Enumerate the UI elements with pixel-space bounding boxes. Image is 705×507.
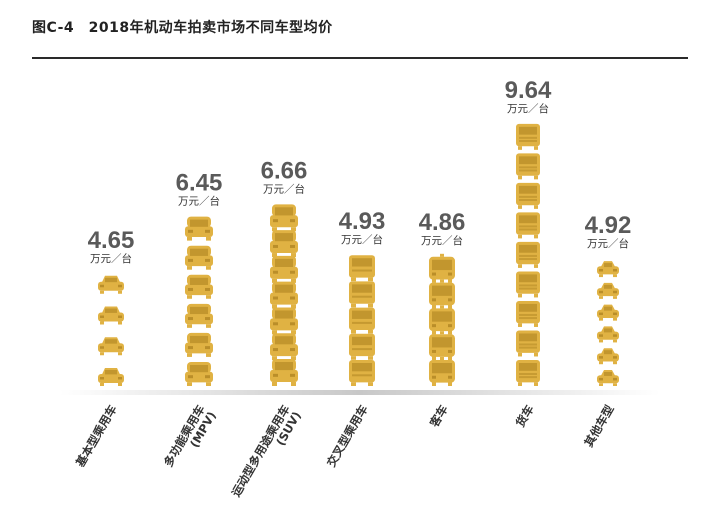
bus-icon bbox=[429, 331, 455, 361]
sedan-icon bbox=[98, 275, 124, 294]
small-car-icon bbox=[597, 326, 619, 343]
truck-icon bbox=[516, 182, 540, 209]
truck-icon bbox=[516, 360, 540, 386]
bar-column bbox=[98, 275, 124, 386]
bar-column bbox=[185, 216, 213, 386]
bus-icon bbox=[429, 357, 455, 386]
bar-column bbox=[349, 255, 375, 386]
figure-title: 图C-4 2018年机动车拍卖市场不同车型均价 bbox=[32, 20, 333, 36]
truck-icon bbox=[516, 241, 540, 268]
bar-column bbox=[270, 204, 298, 386]
small-car-icon bbox=[597, 370, 619, 386]
truck-icon bbox=[516, 212, 540, 239]
van-icon bbox=[349, 333, 375, 360]
suv-icon bbox=[270, 359, 298, 386]
category-label-line: 基本型乘用车 bbox=[72, 402, 119, 470]
truck-icon bbox=[516, 300, 540, 327]
bar-column bbox=[429, 253, 455, 386]
unit-label: 万元／台 bbox=[341, 233, 383, 246]
bar-column bbox=[597, 261, 619, 386]
unit-label: 万元／台 bbox=[421, 234, 463, 247]
van-icon bbox=[349, 360, 375, 386]
title-rule bbox=[32, 57, 688, 59]
category-label: 货车 bbox=[512, 402, 536, 430]
value-label: 4.65 bbox=[88, 227, 135, 254]
mpv-icon bbox=[185, 245, 213, 270]
small-car-icon bbox=[597, 261, 619, 278]
unit-label: 万元／台 bbox=[178, 195, 220, 208]
value-label: 6.66 bbox=[261, 157, 308, 184]
mpv-icon bbox=[185, 303, 213, 328]
category-label: 客车 bbox=[426, 402, 450, 430]
van-icon bbox=[349, 255, 375, 282]
suv-icon bbox=[270, 204, 298, 232]
category-label-line: 客车 bbox=[426, 402, 450, 430]
mpv-icon bbox=[185, 216, 213, 241]
bus-icon bbox=[429, 305, 455, 335]
van-icon bbox=[349, 281, 375, 308]
value-label: 9.64 bbox=[505, 77, 552, 104]
truck-icon bbox=[516, 330, 540, 357]
van-icon bbox=[349, 307, 375, 334]
category-label: 运动型多用途乘用车(SUV) bbox=[229, 402, 304, 499]
category-label: 基本型乘用车 bbox=[72, 402, 119, 470]
category-label: 多功能乘用车(MPV) bbox=[161, 402, 219, 469]
unit-label: 万元／台 bbox=[507, 102, 549, 115]
small-car-icon bbox=[597, 304, 619, 321]
unit-label: 万元／台 bbox=[90, 252, 132, 265]
category-label-line: 交叉型乘用车 bbox=[324, 402, 371, 469]
category-label-line: 其他车型 bbox=[581, 402, 616, 449]
category-label-line: 运动型多用途乘用车 bbox=[229, 402, 293, 499]
truck-icon bbox=[516, 271, 540, 298]
baseline bbox=[60, 390, 660, 395]
suv-icon bbox=[270, 230, 298, 258]
bar-column bbox=[516, 123, 540, 386]
value-label: 6.45 bbox=[176, 170, 223, 197]
bus-icon bbox=[429, 279, 455, 309]
truck-icon bbox=[516, 123, 540, 150]
sedan-icon bbox=[98, 368, 124, 386]
mpv-icon bbox=[185, 362, 213, 386]
suv-icon bbox=[270, 281, 298, 309]
category-label-line: 货车 bbox=[512, 402, 536, 430]
mpv-icon bbox=[185, 274, 213, 299]
unit-label: 万元／台 bbox=[587, 237, 629, 250]
mpv-icon bbox=[185, 332, 213, 357]
small-car-icon bbox=[597, 282, 619, 299]
suv-icon bbox=[270, 333, 298, 361]
category-label: 交叉型乘用车 bbox=[324, 402, 371, 469]
bus-icon bbox=[429, 253, 455, 283]
value-label: 4.92 bbox=[585, 212, 632, 239]
sedan-icon bbox=[98, 306, 124, 325]
suv-icon bbox=[270, 307, 298, 335]
category-label: 其他车型 bbox=[581, 402, 616, 449]
value-label: 4.93 bbox=[339, 208, 386, 235]
small-car-icon bbox=[597, 348, 619, 365]
value-label: 4.86 bbox=[419, 209, 466, 236]
truck-icon bbox=[516, 153, 540, 180]
sedan-icon bbox=[98, 337, 124, 356]
unit-label: 万元／台 bbox=[263, 182, 305, 195]
suv-icon bbox=[270, 255, 298, 283]
